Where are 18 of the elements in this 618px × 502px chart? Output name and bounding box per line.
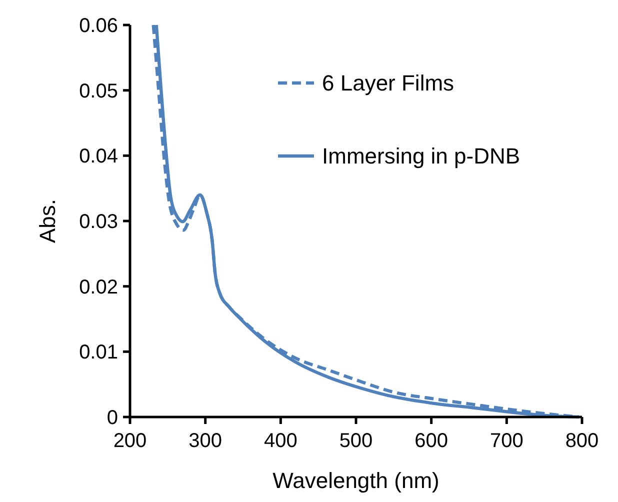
legend-label: Immersing in p-DNB	[322, 144, 520, 169]
x-tick-label: 800	[565, 430, 599, 452]
y-tick-label: 0.02	[79, 276, 118, 298]
y-tick-label: 0.03	[79, 211, 118, 233]
y-tick-label: 0.01	[79, 342, 118, 364]
y-axis-title: Abs.	[35, 198, 60, 244]
x-axis-title: Wavelength (nm)	[272, 468, 440, 493]
y-tick-label: 0.05	[79, 80, 118, 102]
x-tick-label: 500	[339, 430, 373, 452]
legend-label: 6 Layer Films	[322, 70, 454, 96]
y-tick-label: 0	[106, 407, 118, 429]
x-tick-label: 400	[264, 430, 298, 452]
x-tick-label: 200	[113, 430, 147, 452]
x-tick-label: 300	[188, 430, 222, 452]
y-tick-label: 0.06	[79, 15, 118, 37]
y-tick-label: 0.04	[79, 146, 118, 168]
x-tick-label: 700	[490, 430, 524, 452]
x-tick-label: 600	[414, 430, 448, 452]
